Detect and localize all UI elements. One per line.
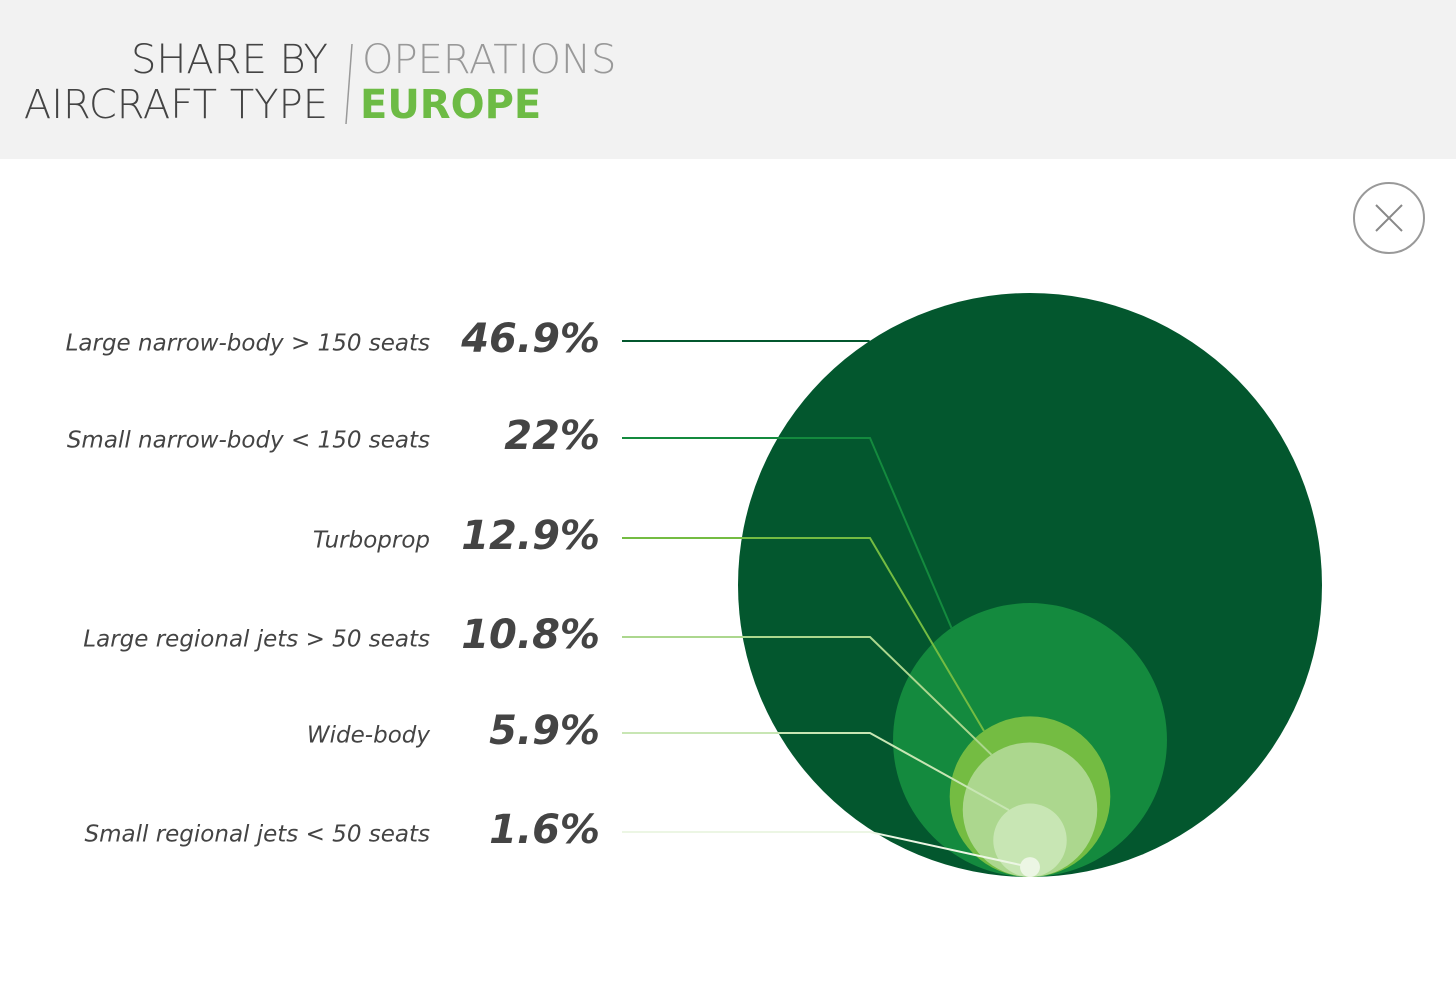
leader-line [622, 732, 1010, 812]
subtitle-line: OPERATIONS [362, 37, 616, 83]
value-label: 5.9% [489, 708, 600, 754]
close-button[interactable] [1353, 182, 1425, 254]
title-line: AIRCRAFT TYPE [24, 82, 328, 128]
category-label: Small regional jets < 50 seats [85, 822, 430, 848]
divider [345, 43, 353, 125]
category-label: Large narrow-body > 150 seats [66, 331, 430, 357]
leader-line [622, 437, 953, 629]
close-icon[interactable] [1375, 204, 1403, 232]
leader-line [622, 636, 993, 756]
header [0, 0, 1456, 159]
category-label: Large regional jets > 50 seats [83, 627, 430, 653]
value-label: 12.9% [461, 513, 600, 559]
category-label: Small narrow-body < 150 seats [67, 428, 430, 454]
category-label: Wide-body [307, 723, 430, 749]
subtitle-line: EUROPE [360, 82, 541, 128]
category-label: Turboprop [313, 528, 430, 554]
leader-line [622, 831, 1031, 869]
value-label: 22% [504, 413, 600, 459]
value-label: 10.8% [461, 612, 600, 658]
bubble [738, 293, 1322, 877]
bubble [993, 803, 1067, 877]
value-label: 46.9% [460, 316, 600, 362]
title-line: SHARE BY [131, 37, 328, 83]
leader-line [622, 537, 985, 732]
value-label: 1.6% [489, 807, 600, 853]
